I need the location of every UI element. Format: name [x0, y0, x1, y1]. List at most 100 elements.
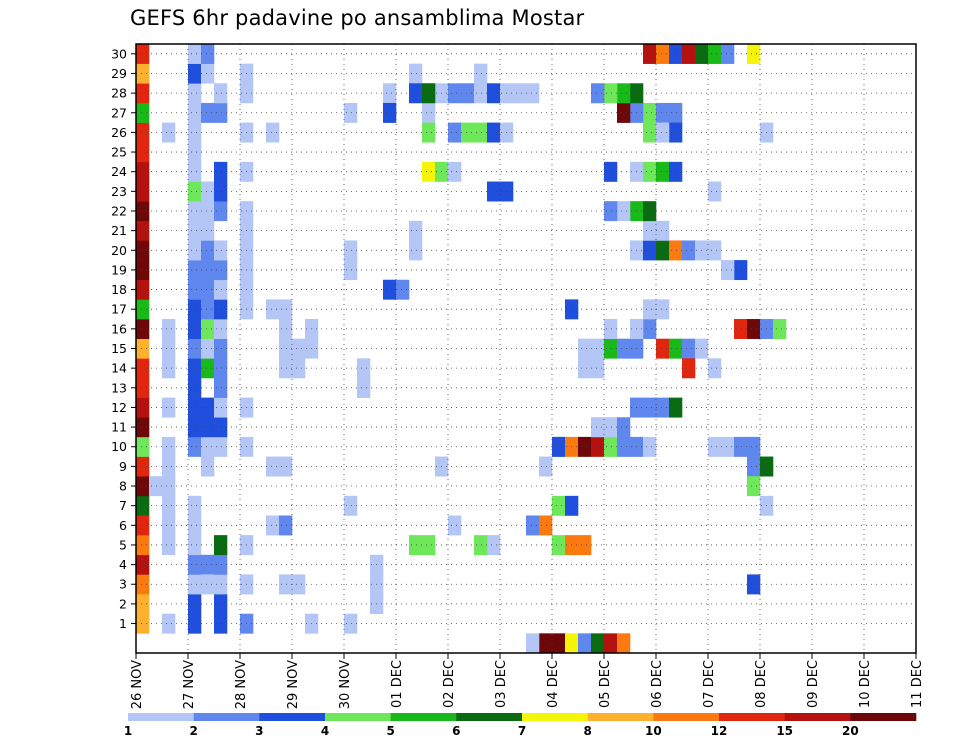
heatmap-cell: [656, 240, 670, 261]
heatmap-cell: [422, 83, 436, 104]
heatmap-cell: [578, 535, 592, 556]
colorbar-swatch: [128, 713, 194, 721]
x-tick-label: 06 DEC: [650, 660, 665, 708]
heatmap-cell: [409, 535, 423, 556]
heatmap-cell: [344, 495, 358, 516]
heatmap-cell: [266, 122, 280, 143]
heatmap-cell: [188, 594, 202, 615]
heatmap-cell: [188, 279, 202, 300]
heatmap-cell: [136, 535, 150, 556]
heatmap-cell: [188, 122, 202, 143]
heatmap-cell: [136, 436, 150, 457]
heatmap-cell: [162, 397, 176, 418]
y-tick-label: 2: [119, 596, 127, 611]
dotted-grid: [136, 44, 916, 653]
y-tick-label: 24: [111, 164, 127, 179]
heatmap-cell: [214, 358, 228, 379]
x-tick-label: 26 NOV: [130, 660, 145, 709]
heatmap-cell: [136, 122, 150, 143]
heatmap-cell: [669, 397, 683, 418]
y-tick-label: 5: [119, 537, 127, 552]
heatmap-cell: [409, 220, 423, 241]
colorbar-swatch: [784, 713, 851, 721]
y-tick-label: 15: [111, 341, 127, 356]
heatmap-cell: [162, 338, 176, 359]
x-tick-label: 01 DEC: [390, 660, 405, 708]
heatmap-cell: [136, 181, 150, 202]
heatmap-cell: [136, 220, 150, 241]
heatmap-cell: [708, 181, 722, 202]
colorbar-label: 4: [321, 724, 329, 738]
heatmap-cell: [201, 279, 215, 300]
heatmap-cell: [773, 319, 787, 339]
heatmap-cell: [344, 240, 358, 261]
heatmap-cell: [136, 201, 150, 222]
heatmap-cell: [188, 102, 202, 123]
heatmap-cell: [162, 358, 176, 379]
heatmap-cell: [656, 220, 670, 241]
heatmap-cell: [201, 44, 215, 64]
heatmap-cell: [188, 358, 202, 379]
heatmap-cell: [656, 299, 670, 320]
heatmap-cell: [643, 122, 657, 143]
heatmap-cell: [214, 260, 228, 281]
heatmap-cell: [162, 319, 176, 339]
heatmap-cell: [643, 201, 657, 222]
colorbar-label: 7: [518, 724, 526, 738]
y-tick-label: 7: [119, 498, 127, 513]
heatmap-cell: [383, 102, 397, 123]
heatmap-cell: [708, 358, 722, 379]
x-tick-label: 10 DEC: [858, 660, 873, 708]
colorbar-label: 2: [189, 724, 197, 738]
heatmap-cell: [604, 319, 618, 339]
heatmap-cell: [214, 436, 228, 457]
heatmap-cell: [552, 436, 566, 457]
heatmap-cell: [669, 240, 683, 261]
heatmap-cell: [136, 476, 150, 497]
heatmap-cell: [643, 299, 657, 320]
colorbar-label: 5: [386, 724, 394, 738]
heatmap-cell: [136, 358, 150, 379]
heatmap-cell: [617, 83, 631, 104]
heatmap-cell: [344, 260, 358, 281]
colorbar-swatch: [522, 713, 588, 721]
x-tick-label: 27 NOV: [182, 660, 197, 709]
heatmap-cell: [656, 122, 670, 143]
heatmap-cell: [591, 633, 605, 654]
y-tick-label: 12: [111, 400, 127, 415]
heatmap-cell: [136, 240, 150, 261]
heatmap-cell: [162, 515, 176, 536]
colorbar-label: 3: [255, 724, 263, 738]
heatmap-cell: [188, 377, 202, 398]
heatmap-cell: [188, 554, 202, 575]
heatmap-cell: [747, 44, 761, 64]
heatmap-cell: [734, 436, 748, 457]
y-tick-label: 6: [119, 518, 127, 533]
heatmap-cell: [214, 319, 228, 339]
x-tick-label: 11 DEC: [910, 660, 925, 708]
heatmap-cell: [487, 535, 501, 556]
heatmap-cell: [188, 63, 202, 84]
heatmap-cell: [396, 279, 410, 300]
colorbar-label: 6: [452, 724, 460, 738]
heatmap-cell: [136, 554, 150, 575]
colorbar-swatch: [390, 713, 457, 721]
heatmap-cell: [682, 338, 696, 359]
heatmap-cell: [383, 83, 397, 104]
chart-title: GEFS 6hr padavine po ansamblima Mostar: [130, 6, 585, 30]
heatmap-cell: [136, 515, 150, 536]
heatmap-cell: [591, 338, 605, 359]
y-tick-label: 17: [111, 302, 127, 317]
colorbar-swatch: [587, 713, 654, 721]
heatmap-cell: [643, 44, 657, 64]
heatmap-cell: [136, 417, 150, 438]
heatmap-cell: [201, 201, 215, 222]
heatmap-cell: [747, 456, 761, 477]
heatmap-cell: [188, 142, 202, 163]
heatmap-cell: [162, 122, 176, 143]
y-tick-label: 21: [111, 223, 127, 238]
heatmap-cell: [487, 181, 501, 202]
heatmap-cell: [357, 377, 371, 398]
heatmap-cell: [136, 456, 150, 477]
heatmap-cell: [136, 102, 150, 123]
